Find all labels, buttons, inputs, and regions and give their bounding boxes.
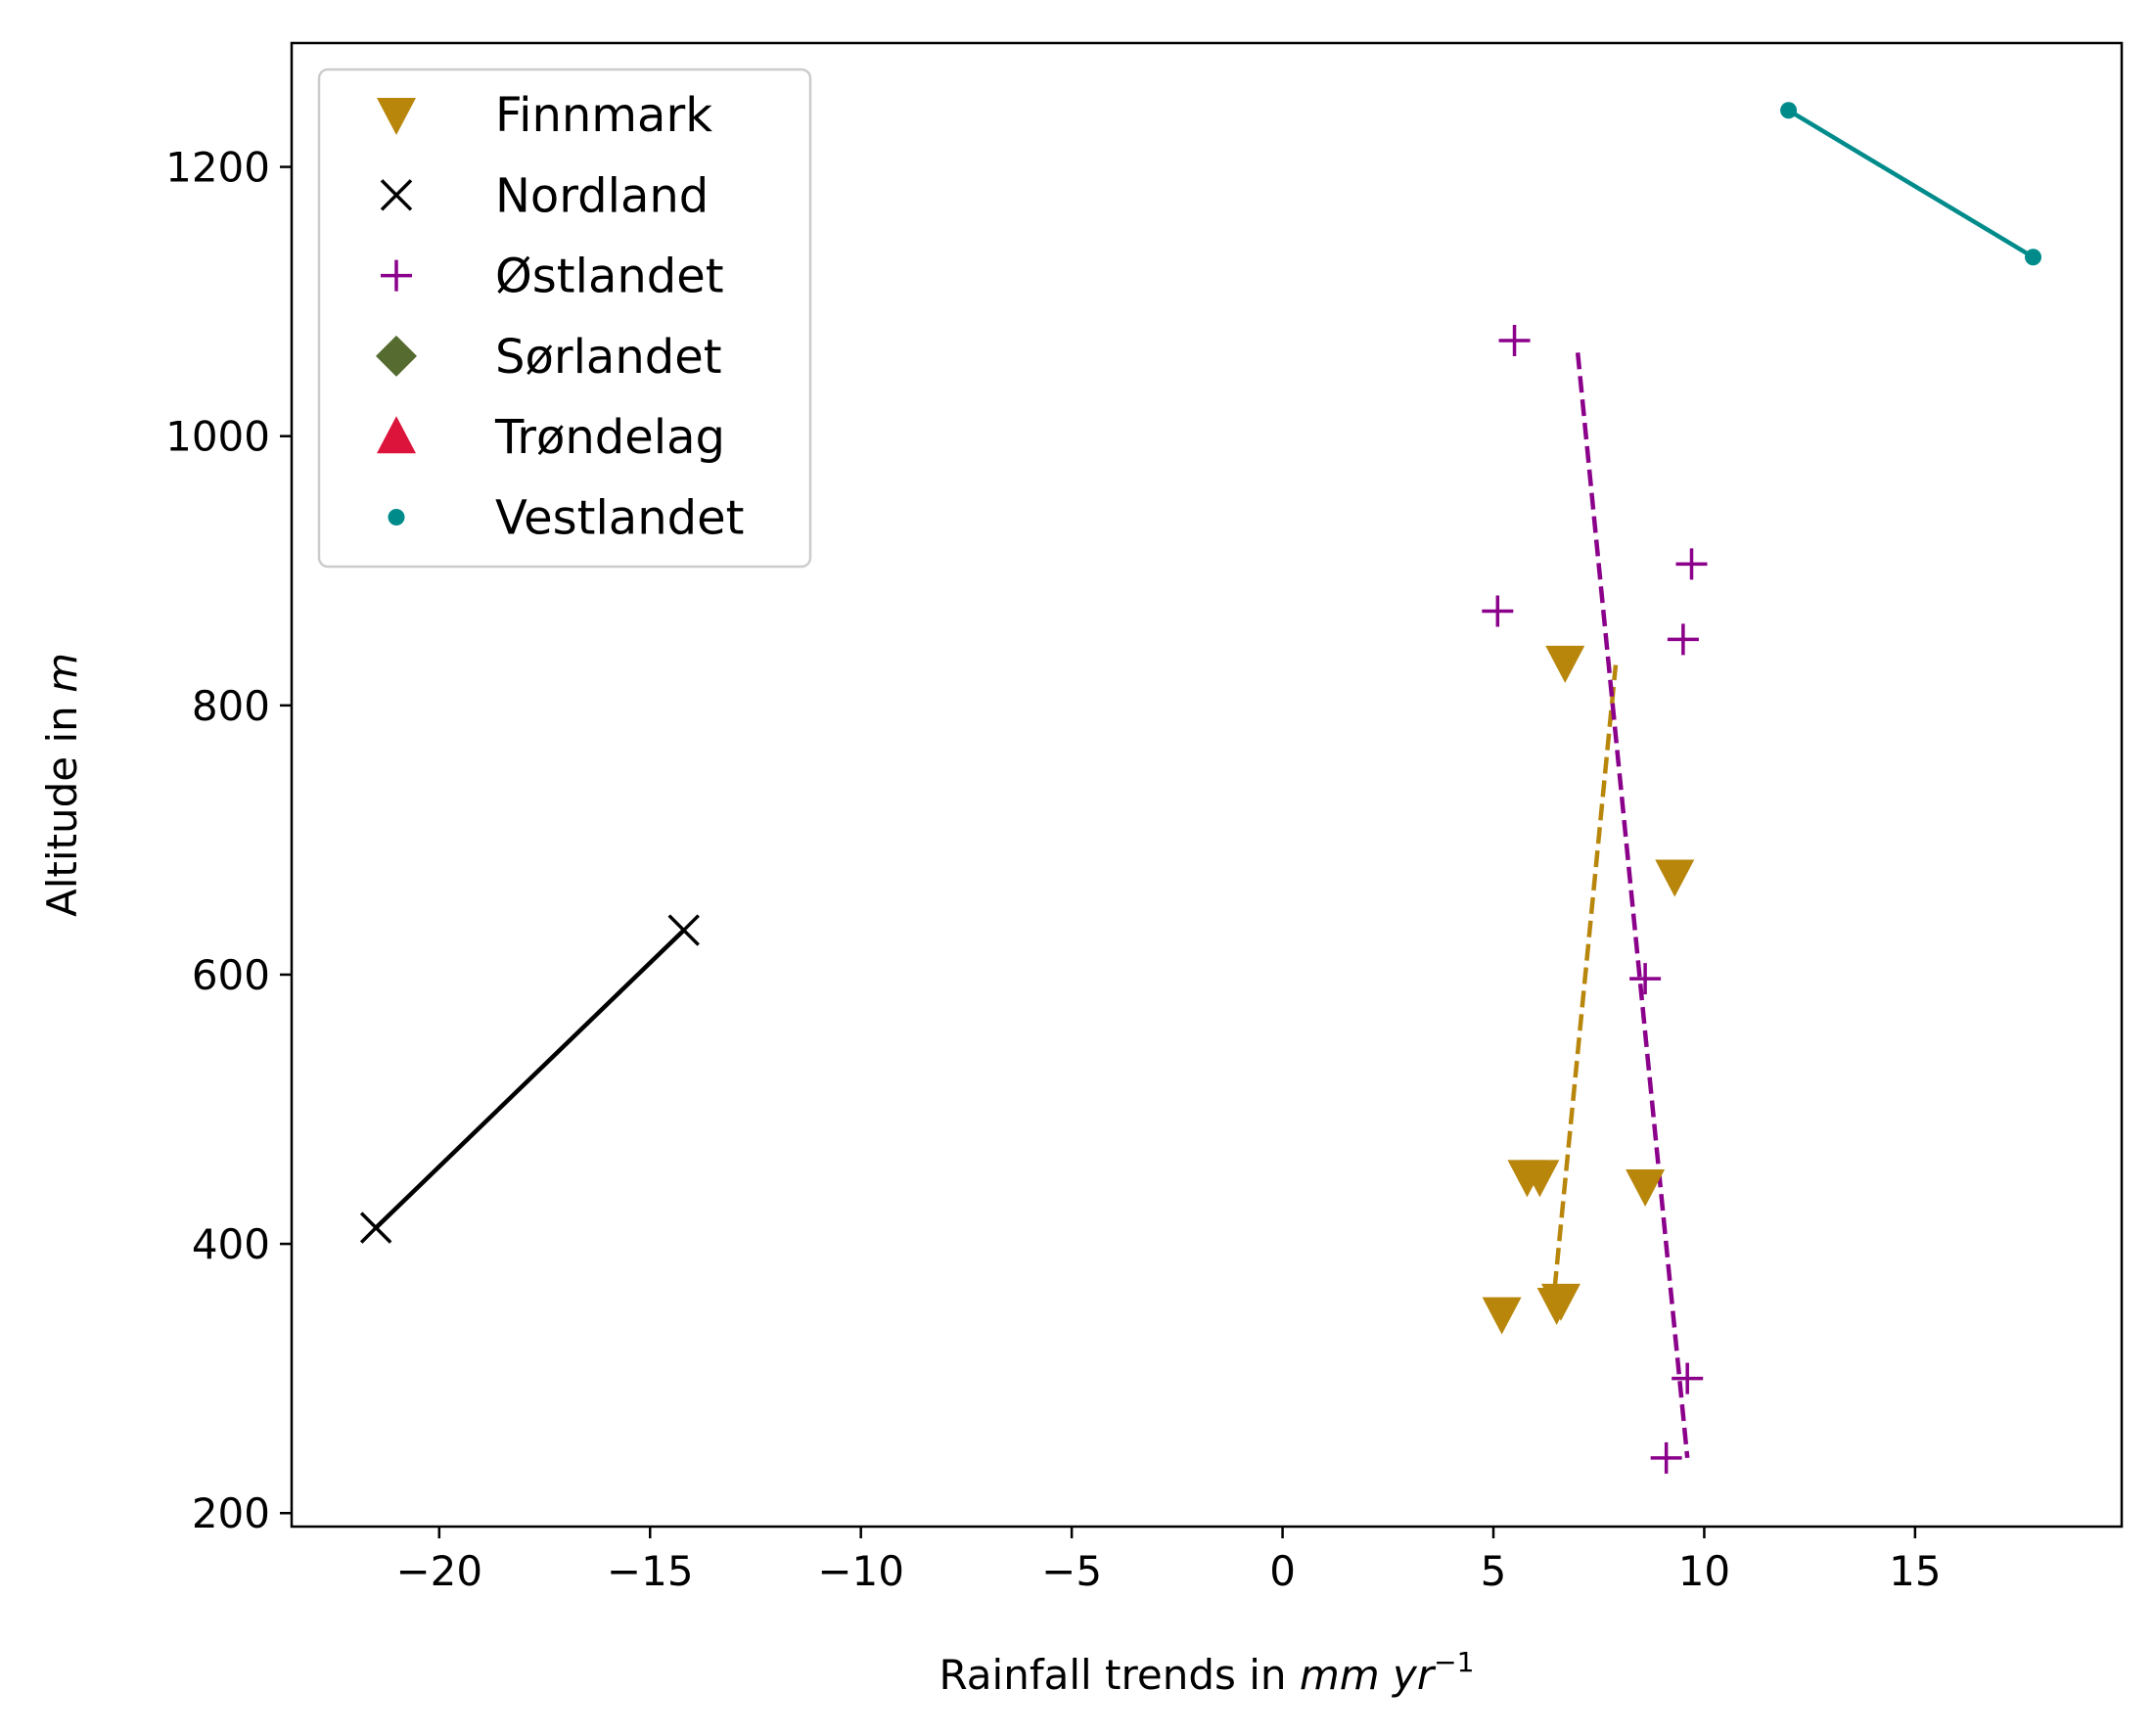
x-tick-label: −20 — [395, 1547, 482, 1595]
data-point-finnmark — [1655, 859, 1695, 897]
x-tick-label: −15 — [607, 1547, 694, 1595]
data-point-finnmark — [1520, 1160, 1560, 1198]
x-tick-label: 15 — [1889, 1547, 1941, 1595]
data-point-ostlandet — [1675, 548, 1708, 580]
y-tick-label: 1000 — [165, 413, 270, 461]
legend-label-trondelag: Trøndelag — [494, 410, 725, 465]
data-point-finnmark — [1482, 1297, 1522, 1335]
trend-line-vestlandet — [1787, 108, 2035, 259]
trend-line-ostlandet — [1575, 352, 1690, 1459]
legend-marker-ostlandet — [381, 259, 412, 292]
y-tick-label: 1200 — [165, 144, 270, 192]
data-point-ostlandet — [1667, 623, 1699, 656]
data-markers — [359, 102, 2042, 1474]
data-point-finnmark — [1545, 645, 1585, 683]
legend-marker-finnmark — [377, 98, 416, 135]
y-axis-label-unit: m — [38, 653, 86, 693]
x-tick-label: −5 — [1041, 1547, 1102, 1595]
data-point-finnmark — [1626, 1168, 1666, 1207]
x-axis-label-exponent: −1 — [1434, 1646, 1474, 1678]
trend-line-finnmark — [1550, 664, 1619, 1312]
trend-line-nordland — [374, 928, 686, 1230]
x-axis-label: Rainfall trends in mm yr−1 — [939, 1646, 1475, 1699]
trend-lines — [374, 108, 2035, 1459]
data-point-finnmark — [1536, 1288, 1577, 1326]
x-axis: −20 −15 −10 −5 0 5 10 15 — [395, 1527, 1942, 1595]
data-point-nordland — [667, 914, 700, 946]
data-point-vestlandet — [2025, 249, 2042, 266]
y-axis-label-prefix: Altitude in — [38, 693, 86, 917]
data-point-ostlandet — [1650, 1441, 1682, 1474]
data-point-ostlandet — [1482, 595, 1514, 627]
legend-label-ostlandet: Østlandet — [495, 250, 724, 304]
data-point-ostlandet — [1498, 325, 1531, 357]
y-tick-label: 800 — [192, 682, 270, 730]
y-axis-label: Altitude in m — [38, 653, 86, 917]
data-point-vestlandet — [1780, 102, 1798, 119]
legend-marker-sorlandet — [376, 335, 417, 377]
y-axis: 200 400 600 800 1000 1200 — [165, 144, 292, 1537]
y-tick-label: 200 — [192, 1489, 270, 1537]
data-point-ostlandet — [1672, 1362, 1704, 1394]
legend-box — [317, 68, 812, 569]
x-tick-label: −10 — [817, 1547, 904, 1595]
legend-marker-trondelag — [377, 416, 416, 454]
legend: Finnmark Nordland Østlandet Sørlandet Trønde… — [317, 68, 812, 569]
x-axis-label-unit: mm yr — [1300, 1651, 1437, 1699]
x-tick-label: 10 — [1678, 1547, 1730, 1595]
legend-label-sorlandet: Sørlandet — [495, 330, 722, 385]
legend-label-finnmark: Finnmark — [495, 88, 712, 143]
legend-marker-nordland — [380, 179, 413, 211]
y-tick-label: 600 — [192, 951, 270, 999]
legend-label-nordland: Nordland — [495, 168, 709, 223]
x-tick-label: 0 — [1269, 1547, 1296, 1595]
data-point-ostlandet — [1629, 963, 1662, 995]
x-tick-label: 5 — [1481, 1547, 1507, 1595]
legend-label-vestlandet: Vestlandet — [495, 491, 744, 546]
legend-marker-vestlandet — [388, 509, 405, 525]
x-axis-label-prefix: Rainfall trends in — [939, 1651, 1300, 1699]
data-point-nordland — [359, 1211, 392, 1244]
y-tick-label: 400 — [192, 1220, 270, 1268]
